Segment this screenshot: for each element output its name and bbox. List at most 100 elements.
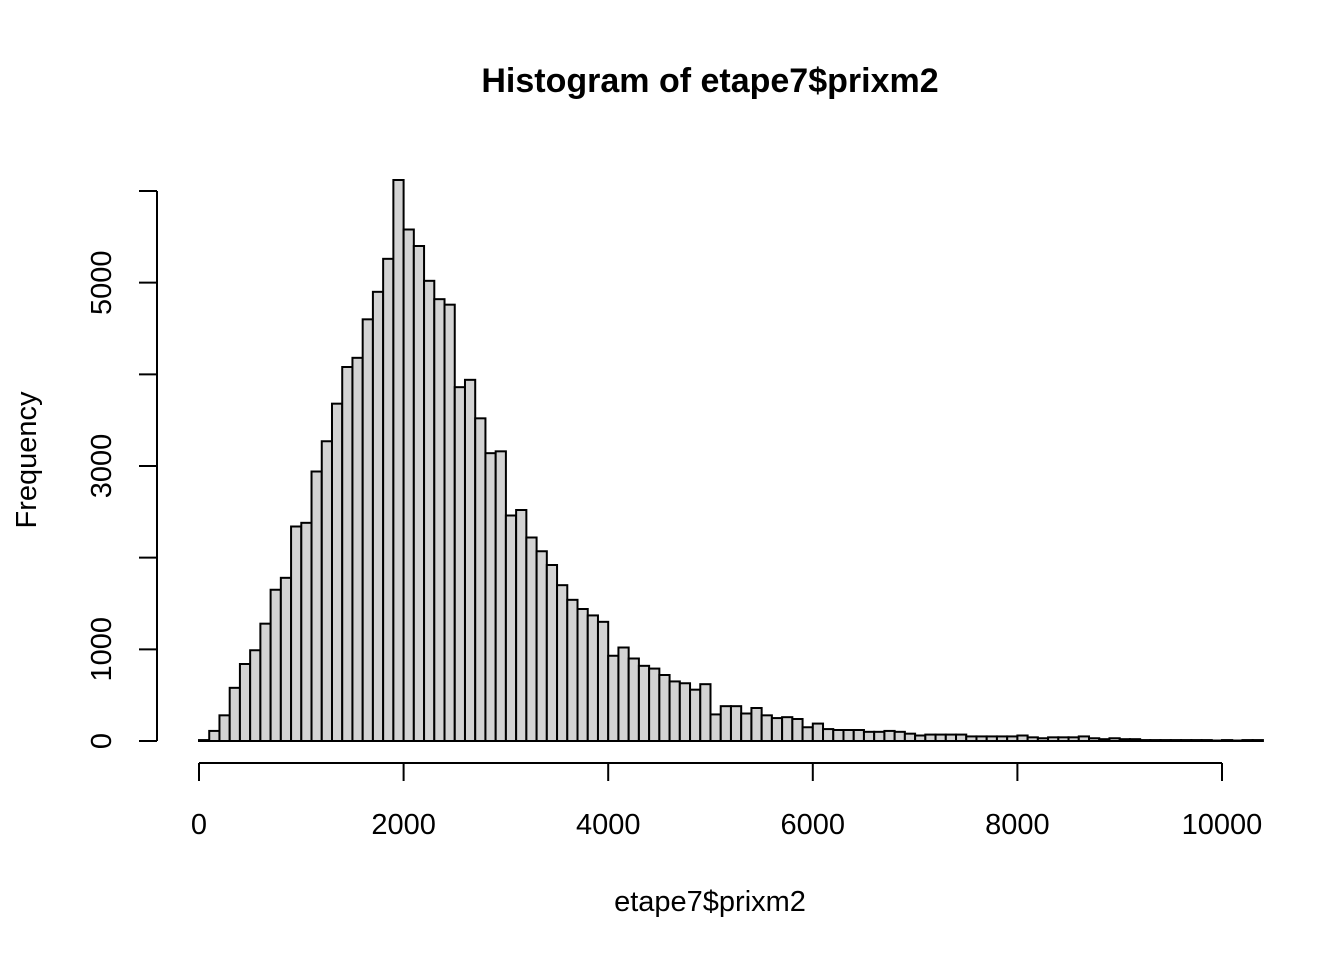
histogram-bar (699, 683, 712, 742)
histogram-bar (269, 588, 282, 742)
y-tick-label: 1000 (86, 617, 118, 682)
histogram-bar (914, 734, 927, 742)
histogram-bar (443, 303, 456, 742)
x-tick-label: 6000 (781, 809, 846, 841)
x-tick-label: 2000 (371, 809, 436, 841)
histogram-bar (709, 713, 722, 742)
histogram-bar (975, 735, 988, 742)
histogram-bar (279, 576, 293, 743)
histogram-bar (1088, 737, 1101, 742)
histogram-bar (1159, 739, 1172, 743)
histogram-bar (198, 739, 211, 743)
histogram-bar (1190, 739, 1203, 743)
histogram-bar (729, 705, 743, 742)
histogram-bar (770, 717, 784, 743)
histogram-bar (1200, 739, 1213, 743)
histogram-bar (1251, 739, 1264, 743)
histogram-bar (596, 620, 610, 743)
histogram-bar (1077, 735, 1091, 742)
y-tick-label: 5000 (86, 250, 118, 315)
histogram-bar (371, 290, 385, 742)
histogram-bar (310, 470, 323, 742)
histogram-bar (361, 318, 374, 742)
histogram-bar (1108, 737, 1121, 742)
histogram-bar (668, 680, 681, 742)
y-axis: 0 1000 3000 5000 (86, 190, 158, 749)
histogram-bar (995, 735, 1009, 742)
histogram-bar (1057, 736, 1070, 743)
histogram-bar (474, 417, 487, 742)
histogram-bar (433, 298, 446, 742)
histogram-bar (965, 735, 978, 742)
histogram-bar (955, 733, 968, 743)
histogram-bar (290, 525, 303, 742)
chart-title: Histogram of etape7$prixm2 (481, 62, 938, 100)
histogram-bar (228, 686, 241, 743)
histogram-bar (238, 663, 252, 742)
histogram-bar (689, 688, 702, 742)
histogram-bar (873, 730, 886, 743)
histogram-bar (781, 716, 794, 742)
histogram-bar (556, 584, 569, 742)
histogram-bar (1006, 735, 1019, 742)
histogram-bar (1036, 737, 1050, 742)
histogram-bar (218, 714, 231, 743)
histogram-bar (1169, 739, 1183, 743)
histogram-bar (842, 729, 855, 742)
histogram-bar (259, 622, 272, 742)
y-tick-label: 3000 (86, 434, 118, 499)
histogram-bar (893, 730, 906, 743)
histogram-bar (760, 714, 773, 743)
histogram-bar (944, 733, 958, 743)
histogram-bar (576, 608, 589, 742)
x-tick-label: 0 (191, 809, 207, 841)
histogram-bar (463, 378, 477, 742)
histogram-bar (617, 646, 630, 742)
histogram-bar (494, 450, 507, 742)
histogram-bar (832, 729, 845, 742)
histogram-bar (545, 564, 559, 742)
histogram-bar (566, 598, 579, 743)
histogram-bar (678, 682, 692, 742)
histogram-bar (985, 735, 998, 742)
histogram-bar (453, 386, 466, 742)
histogram-bar (1139, 739, 1152, 743)
histogram-bar (648, 667, 661, 743)
histogram-bar (1149, 739, 1162, 743)
histogram-bar (392, 179, 405, 742)
histogram-bar (515, 509, 528, 742)
histogram-bar (740, 712, 753, 742)
histogram-bar (412, 245, 426, 742)
histogram-bar (1221, 739, 1234, 743)
histogram-bar (351, 356, 364, 742)
histogram-bar (1047, 736, 1060, 743)
histogram-bar (1180, 739, 1193, 743)
histogram-bar (300, 521, 313, 743)
histogram-bar (208, 729, 221, 742)
histogram-bar (484, 452, 497, 742)
histogram-bar (423, 279, 436, 742)
histogram-bar (402, 228, 415, 742)
histogram-bar (341, 366, 354, 742)
histogram-bar (1026, 736, 1039, 743)
histogram-bar (811, 722, 825, 743)
histogram-bar (330, 402, 344, 742)
histogram-bar (535, 550, 548, 742)
histogram-bar (607, 654, 620, 742)
histogram-bar (1118, 738, 1131, 742)
histogram-bar (382, 257, 395, 742)
histogram-bar (1098, 738, 1111, 742)
histogram-bar (658, 674, 671, 742)
bars-group (198, 179, 1264, 743)
x-axis: 0 2000 4000 6000 8000 10000 (191, 762, 1262, 841)
histogram-bar (586, 614, 599, 742)
histogram-bar (750, 707, 763, 742)
x-axis-label: etape7$prixm2 (614, 886, 806, 918)
histogram-bar (1016, 734, 1029, 742)
histogram-bar (791, 718, 804, 742)
histogram-bar (852, 729, 865, 742)
y-axis-label: Frequency (11, 391, 43, 529)
histogram-bar (504, 514, 518, 742)
histogram-bar (924, 733, 937, 743)
